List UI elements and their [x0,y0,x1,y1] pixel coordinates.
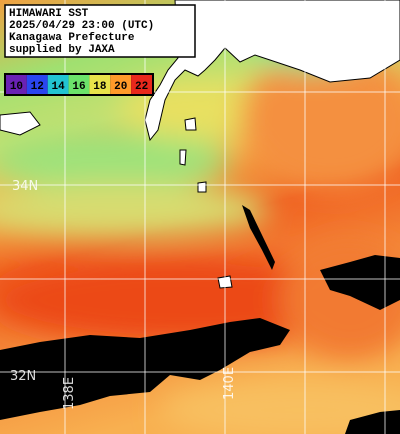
legend-label: 10 [10,81,23,93]
legend-swatch [68,75,90,94]
land [144,0,400,142]
legend-swatch [89,75,111,94]
cloud [242,205,275,270]
legend-label: 22 [135,81,148,93]
land [0,111,41,136]
legend-label: 16 [72,81,85,93]
lat-label: 32N [10,369,36,384]
title-box [4,4,196,58]
legend-swatch [26,75,48,94]
title-line: Kanagawa Prefecture [9,32,135,44]
legend: 10 12 14 16 18 20 22 [6,75,152,94]
lat-label: 34N [12,179,38,194]
legend-label: 20 [114,81,127,93]
cloud [345,410,400,434]
title-line: 2025/04/29 23:00 (UTC) [9,20,154,32]
lon-label: 138E [62,377,77,410]
lon-label: 140E [222,367,237,400]
legend-swatch [47,75,69,94]
legend-swatch [110,75,132,94]
title-line: supplied by JAXA [9,44,115,56]
legend-swatch [131,75,152,94]
title-line: HIMAWARI SST [9,8,89,20]
legend-label: 14 [52,81,66,93]
cloud [320,255,400,310]
legend-label: 18 [93,81,107,93]
legend-label: 12 [31,81,44,93]
legend-swatch [6,75,27,94]
islands [179,117,233,289]
